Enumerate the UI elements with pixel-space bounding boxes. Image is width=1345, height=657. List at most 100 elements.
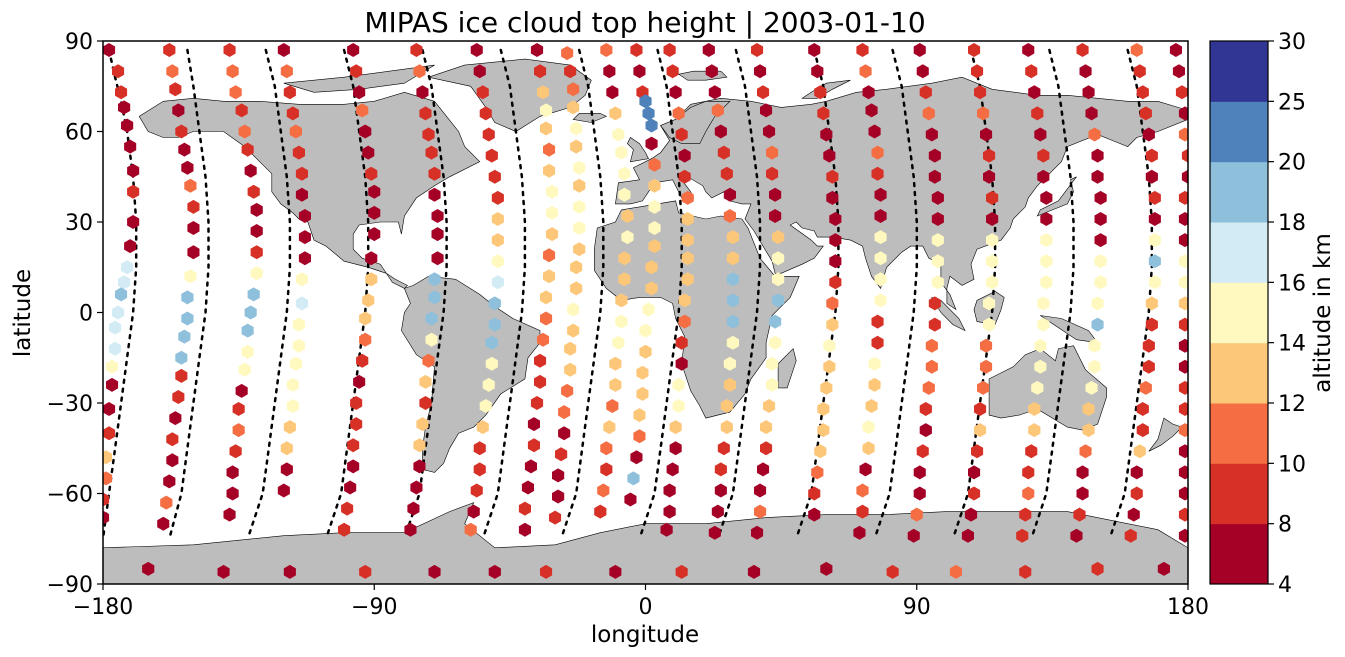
map-layer [88,43,1188,584]
cloud-point [530,396,544,410]
cloud-point [479,399,492,413]
cloud-point [1178,233,1188,248]
cloud-point [928,317,941,332]
cloud-point [1076,43,1089,57]
y-tick-label: 60 [65,121,93,146]
chart-title: MIPAS ice cloud top height | 2003-01-10 [364,6,925,39]
cloud-point [88,559,100,573]
cloud-point [232,402,245,416]
cloud-point [603,64,616,79]
cloud-point [187,199,200,214]
cloud-point [184,178,197,193]
cloud-point [1178,190,1188,205]
cloud-point [175,368,188,383]
cloud-point [1091,296,1104,311]
cloud-point [338,522,351,537]
cloud-point [1178,528,1188,543]
cloud-point [820,561,833,576]
cloud-point [422,353,435,368]
cloud-point [594,504,607,519]
cloud-point [1031,380,1044,395]
cloud-point [359,332,372,347]
cloud-point [672,399,685,413]
cloud-point [1157,561,1170,576]
land-iceland [572,113,608,123]
cloud-point [1040,233,1053,248]
cloud-point [1040,275,1053,290]
cloud-point [350,64,363,79]
cloud-point [543,163,556,178]
cloud-point [549,510,562,525]
cloud-point [751,43,764,57]
cloud-point [720,399,733,413]
cloud-point [570,139,583,154]
cloud-point [986,275,999,290]
cloud-point [814,85,827,100]
cloud-point [705,64,718,79]
cloud-point [678,148,691,163]
cloud-point [1040,190,1053,205]
cloud-point [666,64,679,79]
cloud-point [428,166,441,181]
cloud-point [726,230,739,245]
cloud-point [723,377,736,392]
cloud-point [1079,64,1092,79]
cloud-point [766,166,779,181]
colorbar-tick-label: 8 [1278,513,1292,538]
cloud-point [365,166,378,181]
cloud-point [971,64,984,79]
cloud-point-layer [88,43,1188,579]
cloud-point [760,420,773,435]
cloud-point [763,124,776,139]
cloud-point [1178,212,1188,226]
cloud-point [573,160,586,175]
cloud-point [353,85,366,100]
y-tick-label: 90 [65,30,93,55]
cloud-point [524,459,537,474]
cloud-point [540,103,553,118]
cloud-point [280,64,293,79]
cloud-point [726,272,739,287]
cloud-point [1178,423,1188,438]
cloud-point [675,564,688,579]
cloud-point [476,85,489,100]
colorbar-tick-label: 18 [1278,211,1306,236]
cloud-point [1148,275,1161,290]
cloud-point [612,127,625,142]
cloud-point [241,142,254,157]
cloud-point [235,383,248,398]
cloud-point [298,209,311,223]
cloud-point [871,335,884,350]
cloud-point [766,356,779,371]
cloud-point [702,43,715,57]
cloud-point [1178,486,1188,501]
cloud-point [865,103,878,118]
cloud-point [347,43,360,57]
cloud-point [980,338,993,353]
cloud-point [829,212,842,226]
y-tick-label: 30 [65,211,93,236]
cloud-point [621,230,634,245]
cloud-point [621,209,634,223]
cloud-point [540,564,553,579]
cloud-point [298,230,311,245]
cloud-point [166,453,179,468]
cloud-point [675,127,688,142]
cloud-point [1091,148,1104,163]
cloud-point [708,525,721,540]
cloud-point [925,359,938,374]
cloud-point [413,64,426,79]
cloud-point [1019,564,1032,579]
cloud-point [184,269,197,284]
cloud-point [823,338,836,353]
colorbar-bin [1210,463,1268,525]
cloud-point [645,118,658,133]
cloud-point [172,390,185,404]
cloud-point [925,127,938,142]
cloud-point [714,462,727,477]
cloud-point [986,254,999,269]
cloud-point [518,522,531,537]
cloud-point [829,275,842,290]
cloud-point [359,564,372,579]
cloud-point [826,317,839,332]
